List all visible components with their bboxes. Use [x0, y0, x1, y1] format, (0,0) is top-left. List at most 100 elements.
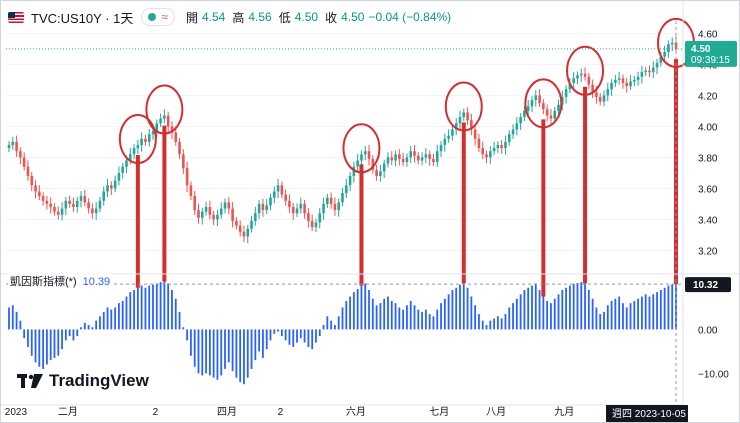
- price-tick-label: 3.60: [698, 184, 718, 195]
- indicator-histogram-bar: [633, 300, 636, 330]
- candle-body: [72, 203, 75, 207]
- chart-legend: TVC:US10Y · 1天 ≈ 開 4.54 高 4.56 低 4.50 收 4.50…: [8, 8, 451, 26]
- candle-body: [443, 138, 447, 145]
- high-value: 4.56: [248, 10, 272, 24]
- indicator-histogram-bar: [280, 329, 283, 336]
- candle-body: [511, 129, 515, 135]
- candle-body: [337, 202, 341, 211]
- indicator-value-tag-text: 10.32: [693, 280, 718, 291]
- candle-body: [401, 158, 405, 163]
- indicator-histogram-bar: [68, 329, 71, 336]
- candle-body: [227, 202, 231, 209]
- candle-body: [644, 70, 647, 73]
- indicator-histogram-bar: [34, 329, 37, 363]
- indicator-histogram-bar: [629, 303, 632, 330]
- indicator-histogram-bar: [341, 307, 344, 330]
- candle-body: [390, 157, 394, 161]
- candle-body: [617, 78, 621, 80]
- candle-body: [151, 131, 155, 135]
- indicator-histogram-bar: [459, 284, 461, 330]
- indicator-histogram-bar: [447, 294, 450, 330]
- candle-body: [125, 160, 128, 167]
- indicator-histogram-bar: [174, 298, 177, 330]
- indicator-histogram-bar: [387, 296, 389, 330]
- indicator-histogram-bar: [371, 298, 374, 330]
- candle-body: [238, 225, 242, 232]
- indicator-histogram-bar: [610, 300, 613, 330]
- candle-body: [636, 76, 640, 80]
- indicator-histogram-bar: [504, 314, 507, 330]
- close-label: 收: [325, 10, 338, 25]
- candle-body: [34, 185, 37, 192]
- indicator-histogram-bar: [375, 305, 378, 330]
- candle-body: [344, 185, 348, 194]
- time-tick-label: 八月: [486, 406, 506, 418]
- candle-body: [371, 158, 375, 170]
- candle-body: [356, 160, 359, 167]
- indicator-histogram-bar: [42, 329, 45, 369]
- indicator-histogram-bar: [584, 283, 586, 330]
- candle-body: [477, 138, 481, 149]
- status-pill[interactable]: ≈: [141, 8, 175, 26]
- indicator-histogram-bar: [595, 307, 598, 330]
- indicator-histogram-bar: [315, 329, 317, 343]
- candle-body: [246, 228, 250, 237]
- indicator-legend[interactable]: 凱因斯指標(*) 10.39: [8, 273, 113, 289]
- candle-body: [640, 72, 644, 77]
- candle-body: [667, 44, 670, 52]
- high-label: 高: [232, 10, 245, 25]
- candle-body: [235, 220, 238, 226]
- indicator-histogram-bar: [512, 303, 514, 330]
- indicator-histogram-bar: [390, 300, 393, 330]
- indicator-histogram-bar: [432, 316, 435, 330]
- peak-connector-line: [359, 164, 364, 286]
- indicator-histogram-bar: [250, 329, 253, 369]
- candle-body: [435, 151, 439, 163]
- candle-body: [75, 200, 79, 207]
- candle-body: [136, 145, 140, 149]
- indicator-histogram-bar: [15, 311, 18, 330]
- open-label: 開: [185, 10, 198, 25]
- indicator-histogram-bar: [155, 283, 158, 330]
- candle-body: [394, 154, 397, 161]
- indicator-histogram-bar: [231, 329, 234, 372]
- candle-body: [314, 222, 318, 228]
- candle-body: [542, 103, 545, 110]
- candle-body: [405, 157, 409, 163]
- candle-body: [572, 78, 575, 83]
- indicator-histogram-bar: [565, 287, 567, 330]
- candle-body: [193, 196, 196, 211]
- time-tick-label: 七月: [429, 406, 449, 418]
- indicator-histogram-bar: [258, 329, 261, 352]
- time-tick-label: 2: [153, 407, 159, 418]
- candle-body: [117, 172, 121, 181]
- candle-body: [56, 211, 60, 215]
- indicator-histogram-bar: [591, 298, 594, 330]
- candle-body: [291, 207, 295, 214]
- candle-body: [307, 213, 310, 221]
- price-tick-label: 3.40: [698, 215, 718, 226]
- candle-body: [583, 73, 587, 77]
- candle-body: [545, 109, 549, 116]
- candle-body: [655, 62, 659, 68]
- indicator-histogram-bar: [652, 294, 655, 330]
- indicator-histogram-bar: [523, 289, 526, 330]
- candle-body: [329, 197, 333, 204]
- indicator-histogram-bar: [326, 316, 329, 330]
- indicator-histogram-bar: [500, 318, 503, 330]
- indicator-histogram-bar: [110, 309, 113, 330]
- indicator-histogram-bar: [451, 289, 454, 330]
- indicator-histogram-bar: [129, 292, 132, 330]
- candle-body: [648, 70, 651, 73]
- indicator-histogram-bar: [587, 289, 590, 330]
- tradingview-logo: TradingView: [17, 371, 149, 391]
- indicator-histogram-bar: [337, 316, 340, 330]
- indicator-histogram-bar: [106, 307, 109, 330]
- indicator-histogram-bar: [527, 287, 530, 330]
- indicator-histogram-bar: [190, 329, 192, 356]
- indicator-histogram-bar: [330, 320, 333, 330]
- time-tick-label: 2023: [5, 407, 28, 418]
- symbol-label[interactable]: TVC:US10Y · 1天: [31, 10, 134, 26]
- peak-connector-line: [541, 119, 546, 297]
